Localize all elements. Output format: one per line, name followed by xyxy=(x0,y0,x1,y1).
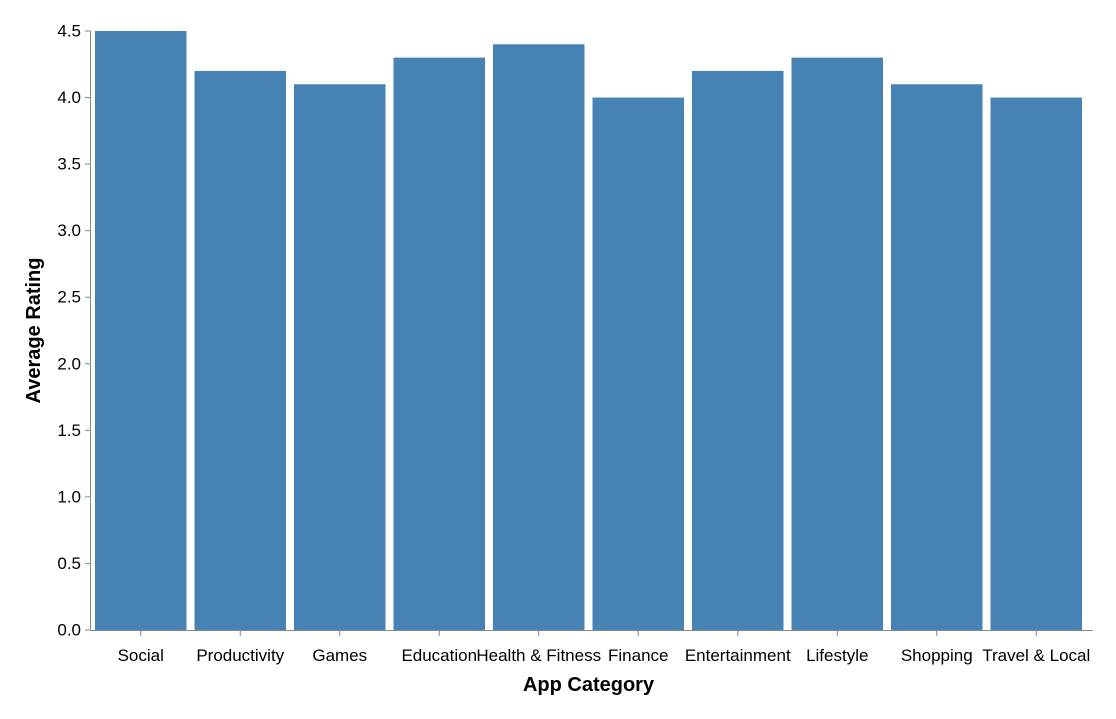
y-axis-ticks: 0.0 0.5 1.0 1.5 2.0 2.5 3.0 3.5 4.0 4.5 xyxy=(57,22,91,640)
y-tick-label: 4.0 xyxy=(57,88,81,107)
bar-entertainment xyxy=(692,70,784,630)
y-tick-label: 0.5 xyxy=(57,554,81,573)
bar-social xyxy=(95,31,187,630)
y-tick-label: 2.5 xyxy=(57,288,81,307)
x-axis-title: App Category xyxy=(523,674,655,696)
x-tick-label: Finance xyxy=(608,646,668,665)
x-tick-label: Social xyxy=(118,646,164,665)
bar-shopping xyxy=(891,84,983,630)
x-tick-label: Travel & Local xyxy=(982,646,1090,665)
bar-health-fitness xyxy=(493,44,585,631)
x-tick-label: Education xyxy=(401,646,477,665)
bar-finance xyxy=(592,97,684,631)
x-tick-label: Shopping xyxy=(901,646,973,665)
y-tick-label: 3.0 xyxy=(57,221,81,240)
y-tick-label: 3.5 xyxy=(57,155,81,174)
y-tick-label: 1.5 xyxy=(57,421,81,440)
bar-productivity xyxy=(194,70,286,630)
y-tick-label: 4.5 xyxy=(57,22,81,41)
bar-games xyxy=(294,84,386,630)
bars xyxy=(95,31,1082,631)
x-tick-label: Games xyxy=(312,646,367,665)
y-tick-label: 2.0 xyxy=(57,354,81,373)
bar-education xyxy=(393,57,485,631)
x-tick-label: Productivity xyxy=(196,646,284,665)
x-axis-ticks: Social Productivity Games Education Health &… xyxy=(118,630,1090,665)
y-tick-label: 1.0 xyxy=(57,487,81,506)
x-tick-label: Lifestyle xyxy=(806,646,868,665)
x-tick-label: Entertainment xyxy=(685,646,791,665)
y-tick-label: 0.0 xyxy=(57,621,81,640)
bar-travel-local xyxy=(990,97,1082,631)
y-axis-title: Average Rating xyxy=(23,258,45,404)
x-tick-label: Health & Fitness xyxy=(476,646,601,665)
bar-lifestyle xyxy=(791,57,883,631)
